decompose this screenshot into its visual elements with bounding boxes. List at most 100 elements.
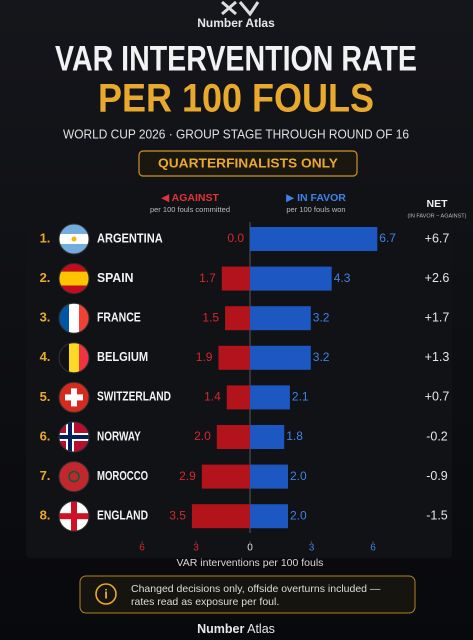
flag [59,342,89,373]
rank: 1. [40,230,51,245]
note-line: rates read as exposure per foul. [131,596,279,608]
panel [26,188,452,558]
rank: 8. [40,508,51,523]
flag-part [59,285,89,294]
bar-favor [250,345,311,370]
flag [59,461,89,492]
footer-bold: Number [197,622,244,636]
value-label: 6.7 [379,231,396,245]
flag-part [69,303,79,334]
footer: Number Atlas [197,622,275,636]
bar-favor [250,504,288,529]
category-label: ARGENTINA [97,231,163,245]
bar-against [201,464,250,489]
flag-part [69,342,79,373]
net-label: +6.7 [425,231,450,245]
flag-part [79,342,89,373]
rank: 7. [40,468,51,483]
chart-title-line2: PER 100 FOULS [98,77,374,121]
flag [59,422,89,452]
logo-text: Number Atlas [197,16,275,30]
rank: 3. [40,310,51,325]
value-label: 1.8 [286,429,303,443]
bar-against [221,266,250,291]
value-label: 3.2 [313,350,330,364]
flag-ring [58,223,90,255]
note-box [79,575,416,614]
net-label: +2.6 [425,271,450,285]
x-tick-label: 3 [193,543,199,554]
value-label: 4.3 [334,271,351,285]
subtitle: WORLD CUP 2026 · GROUP STAGE THROUGH ROU… [63,127,409,141]
flag-part [59,271,89,286]
value-label: 2.0 [290,469,307,483]
value-label: 1.9 [196,350,213,364]
legend-label: ◀ AGAINST [161,192,219,204]
flag-ring [58,500,90,532]
note-line: Changed decisions only, offside overturn… [131,583,381,595]
bar-against [225,306,250,331]
net-label: +1.7 [425,310,450,324]
value-label: 1.4 [204,390,221,404]
net-label: -0.9 [426,469,448,483]
x-axis-label: VAR interventions per 100 fouls [177,557,324,569]
bar-favor [250,464,288,489]
x-tick-label: 6 [370,543,376,554]
value-label: 3.2 [313,310,330,324]
flag-part [59,513,89,520]
flag-ring [58,342,90,374]
legend-note: (IN FAVOR − AGAINST) [407,213,466,219]
legend-note: per 100 fouls won [286,205,345,214]
legend-label: NET [427,198,449,210]
flag [59,263,89,294]
badge: QUARTERFINALISTS ONLY [158,155,338,170]
net-label: +0.7 [425,390,450,404]
legend-note: per 100 fouls committed [150,205,230,214]
rank: 6. [40,428,51,443]
flag-ring [58,421,90,453]
flag-part [59,263,89,272]
logo-mark [221,0,260,17]
flag-part [79,303,89,334]
category-label: BELGIUM [97,350,148,364]
flag-part [59,342,69,373]
category-label: SPAIN [97,271,134,285]
category-label: FRANCE [97,310,141,324]
flag-ring [58,263,90,295]
x-tick-label: 0 [247,543,253,554]
value-label: 2.0 [194,429,211,443]
flag-part [59,461,89,492]
chart-title: VAR INTERVENTION RATE [55,39,417,78]
value-label: 0.0 [227,231,244,245]
value-label: 2.0 [290,508,307,522]
value-label: 2.9 [179,469,196,483]
flag [59,501,89,532]
info-icon [95,583,117,605]
bar-against [218,345,250,370]
flag-ring [58,302,90,334]
bar-against [226,385,250,410]
bar-favor [250,227,378,251]
bar-favor [250,425,285,449]
category-label: NORWAY [97,429,141,443]
flag [59,382,89,413]
flag-part [68,470,80,483]
flag-part [59,244,89,254]
rank: 4. [40,349,51,364]
flag-ring [58,461,90,493]
bar-against [191,504,250,529]
net-label: -1.5 [426,508,448,522]
net-label: +1.3 [425,350,450,364]
flag-part [59,303,69,334]
flag [59,303,89,334]
value-label: 3.5 [169,508,186,522]
rank: 5. [40,389,51,404]
flag-part [59,224,89,234]
flag-part [65,394,83,401]
legend-label: ▶ IN FAVOR [286,192,346,204]
rank: 2. [40,270,51,285]
bar-favor [250,306,311,331]
flag-part [59,435,89,439]
category-label: MOROCCO [97,469,148,483]
